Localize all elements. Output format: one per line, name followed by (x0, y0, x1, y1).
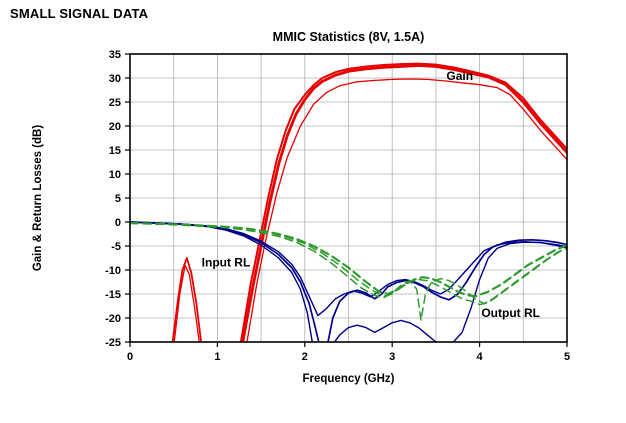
y-tick-label: -25 (105, 337, 121, 349)
series-input-rl-2 (130, 221, 567, 342)
page-title: SMALL SIGNAL DATA (10, 6, 149, 21)
annotation-output-rl: Output RL (481, 306, 540, 320)
y-tick-label: 0 (115, 217, 121, 229)
y-tick-label: -15 (105, 289, 121, 301)
series-group (130, 62, 567, 342)
y-tick-label: 25 (109, 97, 121, 109)
y-tick-label: 15 (109, 145, 121, 157)
x-tick-label: 4 (477, 351, 484, 363)
y-tick-label: 30 (109, 73, 121, 85)
series-gain-trace-1 (241, 64, 567, 342)
x-tick-label: 0 (127, 351, 133, 363)
series-gain-spur-2 (173, 264, 200, 342)
y-tick-label: 5 (115, 193, 121, 205)
series-output-rl-3 (130, 222, 567, 306)
x-axis-label: Frequency (GHz) (302, 373, 394, 385)
x-tick-label: 1 (214, 351, 220, 363)
chart-title: MMIC Statistics (8V, 1.5A) (273, 30, 425, 44)
series-gain-spur-1 (171, 257, 203, 342)
y-tick-label: 20 (109, 121, 121, 133)
y-tick-label: 35 (109, 49, 121, 61)
series-gain-trace-2 (239, 62, 567, 342)
y-tick-label: -10 (105, 265, 121, 277)
x-tick-label: 5 (564, 351, 570, 363)
y-axis-label: Gain & Return Losses (dB) (32, 125, 44, 271)
x-tick-label: 3 (389, 351, 395, 363)
y-tick-label: -5 (111, 241, 121, 253)
annotation-input-rl: Input RL (202, 256, 251, 270)
y-tick-label: -20 (105, 313, 121, 325)
chart-svg: MMIC Statistics (8V, 1.5A) 0 1 2 3 4 5 -25 -20 -1… (32, 30, 570, 385)
x-tick-label: 2 (302, 351, 308, 363)
series-gain-trace-3 (246, 78, 567, 342)
chart-container: MMIC Statistics (8V, 1.5A) 0 1 2 3 4 5 -25 -20 -1… (25, 24, 617, 416)
annotation-gain: Gain (446, 69, 473, 83)
y-tick-label: 10 (109, 169, 121, 181)
